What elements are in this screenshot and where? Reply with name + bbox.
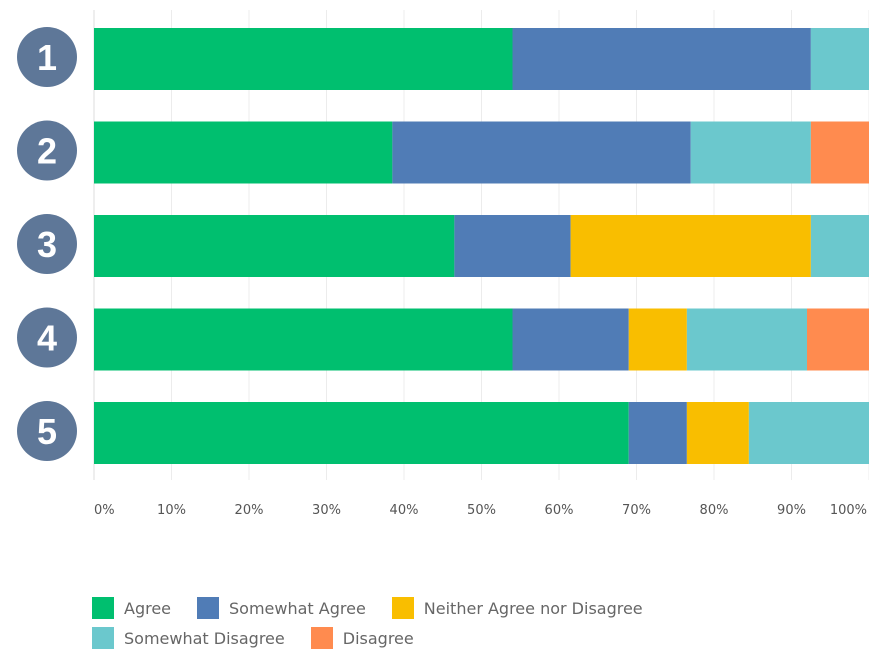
category-label-5: 5 — [37, 411, 57, 452]
bar-segment-4-agree — [94, 308, 513, 371]
legend-item-neither: Neither Agree nor Disagree — [391, 597, 643, 619]
legend-label-agree: Agree — [124, 598, 172, 618]
legend-row-1: Agree Somewhat Agree Neither Agree nor D… — [92, 594, 852, 622]
stacked-bar-chart: 0% 10% 20% 30% 40% 50% 60% 70% 80% 90% 100% 1 2 3 4 5 — [17, 10, 869, 518]
bar-segment-4-disagree — [807, 308, 869, 371]
bar-segment-1-somewhat-agree — [512, 28, 811, 90]
legend-swatch-disagree — [310, 627, 333, 649]
x-tick-label-5: 50% — [467, 503, 496, 518]
legend-swatch-agree — [92, 597, 114, 619]
x-tick-label-1: 10% — [157, 503, 186, 518]
legend-label-somewhat-agree: Somewhat Agree — [229, 598, 366, 618]
bar-segment-2-agree — [94, 121, 393, 184]
legend-item-somewhat-disagree: Somewhat Disagree — [92, 627, 285, 649]
category-label-2: 2 — [37, 131, 57, 172]
x-tick-label-7: 70% — [622, 503, 651, 518]
x-tick-label-9: 90% — [777, 503, 806, 518]
legend-row-2: Somewhat Disagree Disagree — [92, 624, 852, 652]
x-tick-label-4: 40% — [390, 503, 419, 518]
category-label-3: 3 — [37, 224, 57, 265]
x-tick-label-6: 60% — [545, 503, 574, 518]
legend-item-disagree: Disagree — [310, 627, 414, 649]
bar-segment-5-somewhat-agree — [628, 402, 687, 464]
category-badge-1 — [17, 27, 77, 87]
legend-item-somewhat-agree: Somewhat Agree — [197, 597, 366, 619]
bar-segment-2-disagree — [810, 121, 869, 184]
bar-segment-5-somewhat-disagree — [748, 402, 869, 464]
bar-segment-3-somewhat-disagree — [810, 215, 869, 277]
bar-segment-2-somewhat-disagree — [690, 121, 811, 184]
bar-segment-4-somewhat-disagree — [686, 308, 807, 371]
chart-legend: Agree Somewhat Agree Neither Agree nor D… — [92, 594, 852, 653]
category-badge-3 — [17, 214, 77, 274]
bar-segment-1-somewhat-disagree — [810, 28, 869, 90]
legend-swatch-somewhat-disagree — [92, 627, 114, 649]
bar-segment-3-agree — [94, 215, 455, 277]
legend-swatch-somewhat-agree — [197, 597, 220, 619]
bar-segment-1-agree — [94, 28, 513, 90]
bar-segment-5-neither-agree-nor-disagree — [686, 402, 749, 464]
legend-label-neither: Neither Agree nor Disagree — [423, 598, 643, 618]
bar-segment-4-neither-agree-nor-disagree — [628, 308, 687, 371]
category-badge-2 — [17, 120, 77, 181]
legend-item-agree: Agree — [92, 597, 171, 619]
category-label-4: 4 — [37, 318, 57, 359]
legend-label-somewhat-disagree: Somewhat Disagree — [124, 628, 285, 648]
x-tick-label-8: 80% — [700, 503, 729, 518]
legend-label-disagree: Disagree — [342, 628, 414, 648]
bar-segment-2-somewhat-agree — [392, 121, 691, 184]
category-badge-5 — [17, 401, 77, 461]
category-badge-4 — [17, 307, 77, 368]
bar-segment-3-neither-agree-nor-disagree — [570, 215, 811, 277]
category-label-1: 1 — [37, 37, 57, 78]
legend-swatch-neither — [391, 597, 414, 619]
x-tick-label-0: 0% — [94, 503, 115, 518]
bar-segment-4-somewhat-agree — [512, 308, 629, 371]
x-tick-label-2: 20% — [235, 503, 264, 518]
x-tick-label-3: 30% — [312, 503, 341, 518]
x-tick-label-10: 100% — [830, 503, 867, 518]
bar-segment-5-agree — [94, 402, 629, 464]
bar-segment-3-somewhat-agree — [454, 215, 571, 277]
